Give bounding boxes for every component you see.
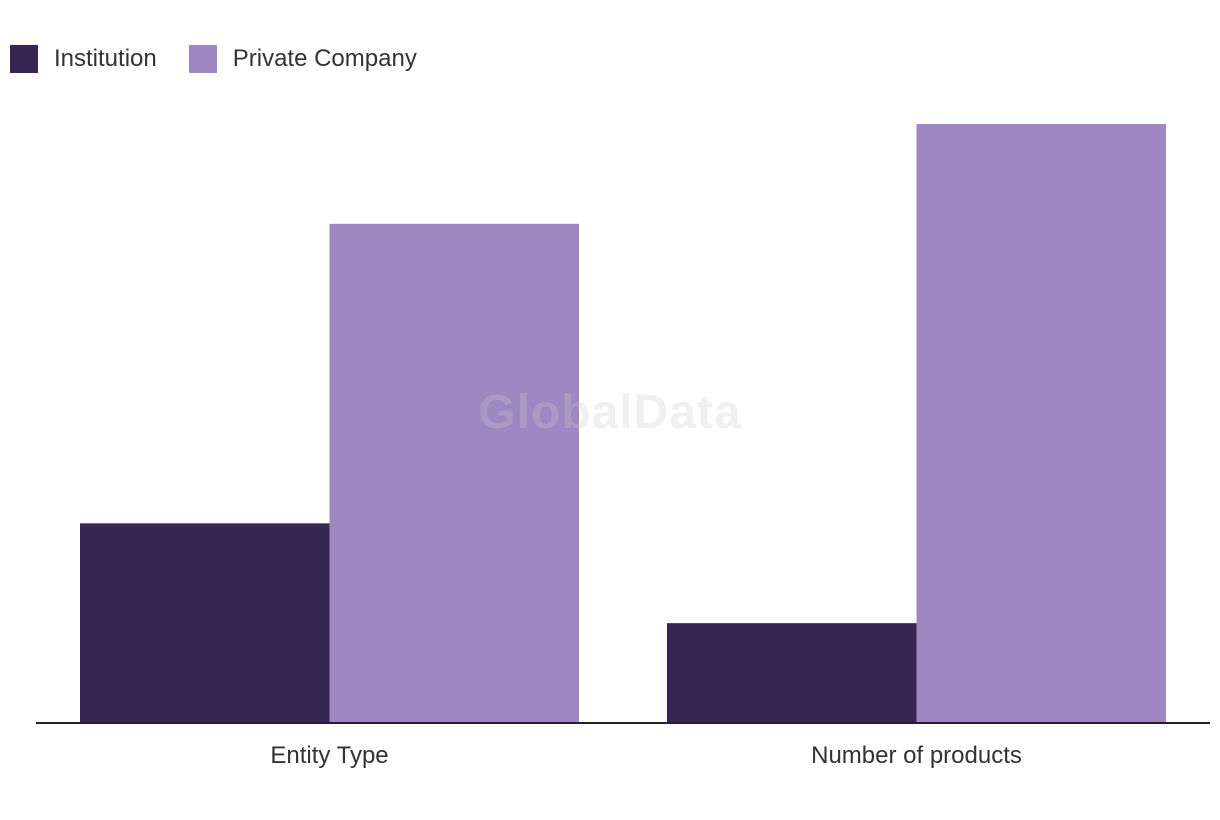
- x-tick-labels: Entity Type Number of products: [270, 742, 1022, 769]
- x-tick-label-number-of-products: Number of products: [811, 742, 1022, 769]
- bars-group: [80, 124, 1166, 724]
- x-tick-label-entity-type: Entity Type: [270, 742, 388, 769]
- bar-private-company-number-of-products: [916, 124, 1166, 723]
- bar-institution-entity-type: [80, 523, 330, 723]
- legend-swatch-private-company: [188, 45, 217, 73]
- legend-label-institution: Institution: [54, 45, 157, 72]
- legend-item-private-company: Private Company: [188, 45, 417, 73]
- legend-item-institution: Institution: [10, 45, 157, 73]
- chart-legend: Institution Private Company: [10, 44, 449, 74]
- bar-institution-number-of-products: [667, 623, 917, 723]
- legend-swatch-institution: [10, 45, 38, 73]
- legend-label-private-company: Private Company: [232, 45, 417, 72]
- bar-private-company-entity-type: [329, 223, 579, 724]
